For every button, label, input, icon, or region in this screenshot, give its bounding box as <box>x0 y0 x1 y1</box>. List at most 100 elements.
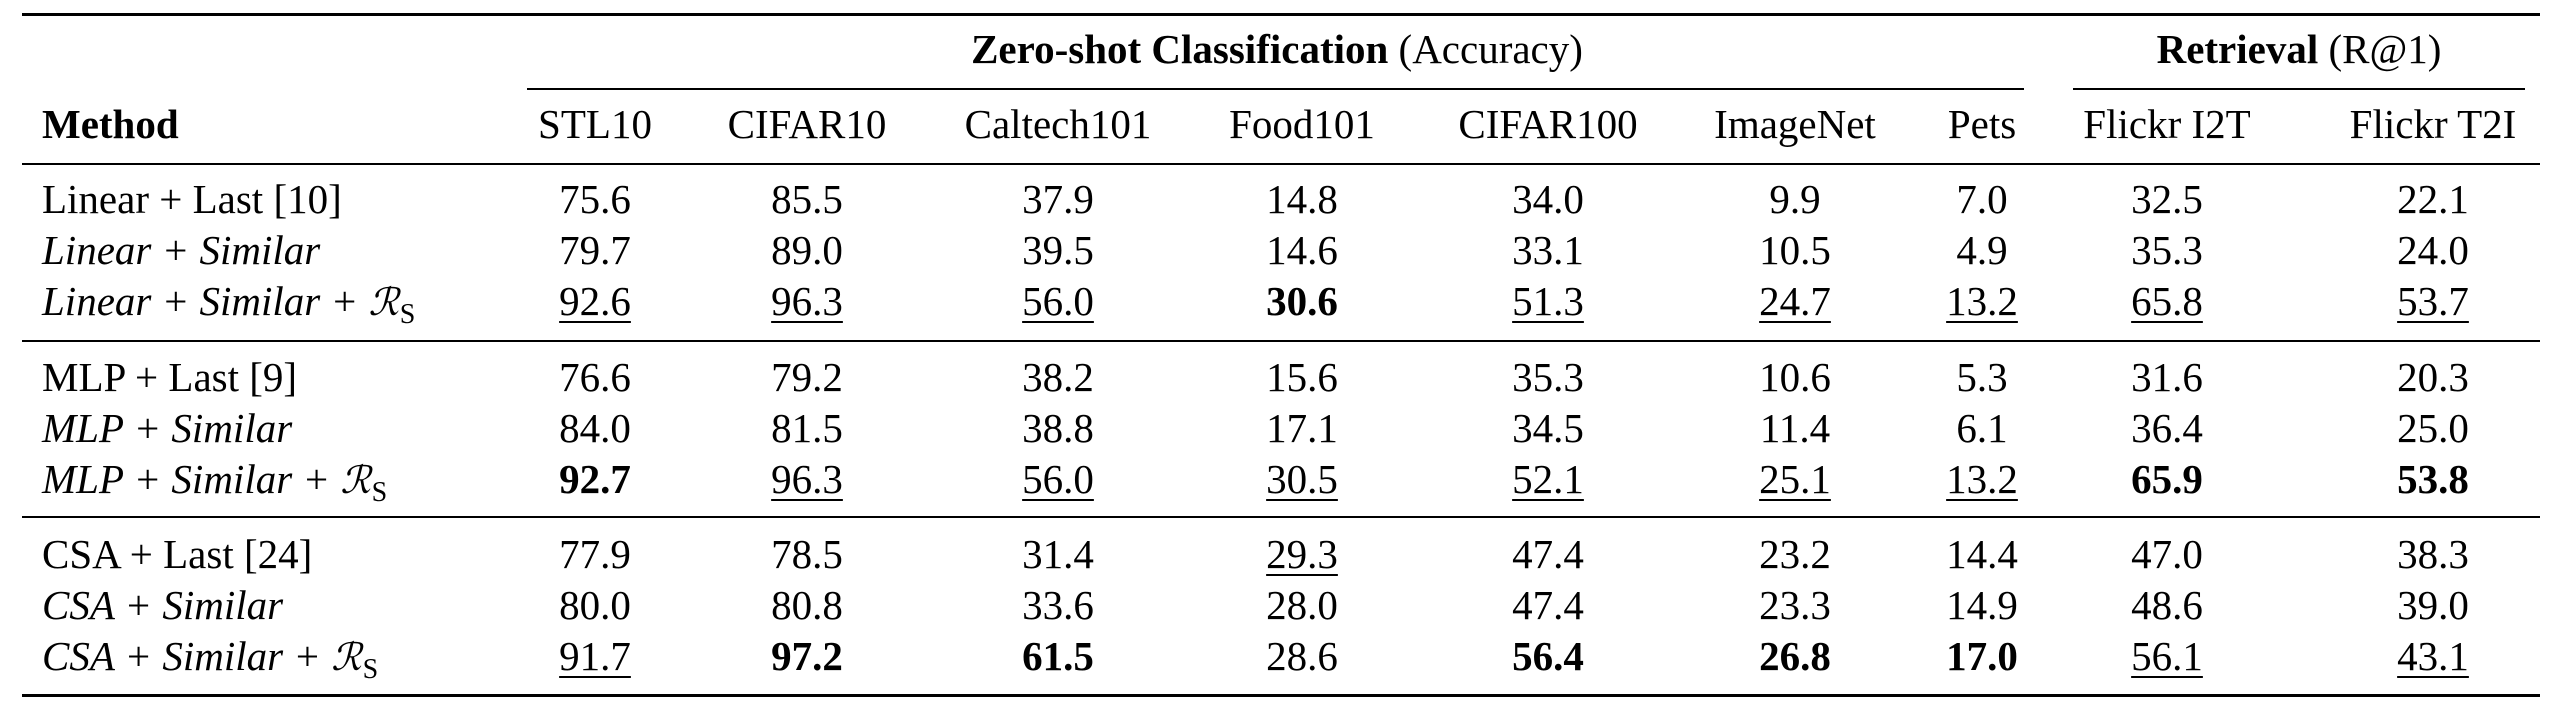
method-cell: CSA + Similar + ℛS <box>42 632 378 685</box>
value-cell: 6.1 <box>1956 405 2008 451</box>
column-header: ImageNet <box>1714 101 1876 147</box>
regularizer-symbol: ℛ <box>340 458 371 502</box>
column-header: CIFAR100 <box>1458 101 1638 147</box>
method-base: Linear <box>42 227 152 273</box>
value-cell: 79.7 <box>559 227 631 273</box>
method-base: Linear <box>42 176 149 222</box>
method-cell: MLP + Similar + ℛS <box>42 455 387 508</box>
zero-shot-group-metric: (Accuracy) <box>1398 26 1583 72</box>
value-cell: 25.0 <box>2397 405 2469 451</box>
value-cell: 53.7 <box>2397 278 2469 324</box>
column-header: Flickr T2I <box>2349 101 2517 147</box>
value-cell: 33.1 <box>1512 227 1584 273</box>
method-base: MLP <box>42 354 125 400</box>
value-cell: 65.8 <box>2131 278 2203 324</box>
method-suffix: + Last [10] <box>148 176 342 222</box>
method-base: MLP <box>42 405 124 451</box>
method-base: CSA <box>42 633 115 679</box>
value-cell: 14.9 <box>1946 582 2018 628</box>
value-cell: 10.6 <box>1759 354 1831 400</box>
method-suffix: + Last [9] <box>124 354 298 400</box>
value-cell: 52.1 <box>1512 456 1584 502</box>
method-cell: CSA + Similar <box>42 581 283 629</box>
bottom-rule <box>22 694 2540 697</box>
value-cell: 30.6 <box>1266 278 1338 324</box>
value-cell: 29.3 <box>1266 531 1338 577</box>
value-cell: 96.3 <box>771 456 843 502</box>
value-cell: 36.4 <box>2131 405 2203 451</box>
column-header: Caltech101 <box>964 101 1152 147</box>
value-cell: 32.5 <box>2131 176 2203 222</box>
value-cell: 23.3 <box>1759 582 1831 628</box>
header-rule <box>22 163 2540 165</box>
regularizer-subscript: S <box>371 477 388 508</box>
column-header: Food101 <box>1229 101 1375 147</box>
value-cell: 56.1 <box>2131 633 2203 679</box>
method-cell: CSA + Last [24] <box>42 530 312 578</box>
value-cell: 47.4 <box>1512 531 1584 577</box>
zero-shot-group-rule <box>527 88 2024 90</box>
method-cell: Linear + Last [10] <box>42 175 342 223</box>
value-cell: 53.8 <box>2397 456 2469 502</box>
value-cell: 56.0 <box>1022 278 1094 324</box>
value-cell: 38.8 <box>1022 405 1094 451</box>
value-cell: 30.5 <box>1266 456 1338 502</box>
value-cell: 96.3 <box>771 278 843 324</box>
method-cell: MLP + Last [9] <box>42 353 297 401</box>
value-cell: 31.4 <box>1022 531 1094 577</box>
top-rule <box>22 13 2540 16</box>
regularizer-subscript: S <box>362 654 379 685</box>
value-cell: 5.3 <box>1956 354 2008 400</box>
value-cell: 25.1 <box>1759 456 1831 502</box>
value-cell: 56.4 <box>1512 633 1584 679</box>
value-cell: 97.2 <box>771 633 843 679</box>
retrieval-group-title: Retrieval <box>2156 26 2319 72</box>
value-cell: 4.9 <box>1956 227 2008 273</box>
retrieval-group-metric: (R@1) <box>2328 26 2442 72</box>
value-cell: 24.0 <box>2397 227 2469 273</box>
value-cell: 14.4 <box>1946 531 2018 577</box>
value-cell: 47.0 <box>2131 531 2203 577</box>
value-cell: 81.5 <box>771 405 843 451</box>
value-cell: 26.8 <box>1759 633 1831 679</box>
method-suffix: + Similar + <box>114 633 332 679</box>
value-cell: 10.5 <box>1759 227 1831 273</box>
value-cell: 24.7 <box>1759 278 1831 324</box>
method-cell: Linear + Similar <box>42 226 320 274</box>
value-cell: 13.2 <box>1946 456 2018 502</box>
value-cell: 91.7 <box>559 633 631 679</box>
value-cell: 65.9 <box>2131 456 2203 502</box>
method-suffix: + Similar + <box>123 456 341 502</box>
value-cell: 23.2 <box>1759 531 1831 577</box>
value-cell: 75.6 <box>559 176 631 222</box>
value-cell: 28.6 <box>1266 633 1338 679</box>
value-cell: 14.6 <box>1266 227 1338 273</box>
value-cell: 14.8 <box>1266 176 1338 222</box>
method-suffix: + Similar <box>123 405 293 451</box>
column-header: Pets <box>1947 101 2017 147</box>
value-cell: 80.8 <box>771 582 843 628</box>
zero-shot-group-header: Zero-shot Classification (Accuracy) <box>971 25 1583 73</box>
value-cell: 11.4 <box>1759 405 1831 451</box>
value-cell: 20.3 <box>2397 354 2469 400</box>
value-cell: 80.0 <box>559 582 631 628</box>
value-cell: 9.9 <box>1769 176 1821 222</box>
value-cell: 7.0 <box>1956 176 2008 222</box>
column-header: STL10 <box>538 101 652 147</box>
method-suffix: + Similar <box>114 582 284 628</box>
value-cell: 84.0 <box>559 405 631 451</box>
value-cell: 39.0 <box>2397 582 2469 628</box>
value-cell: 17.1 <box>1266 405 1338 451</box>
method-column-header: Method <box>42 101 179 147</box>
method-base: CSA <box>42 582 115 628</box>
retrieval-group-header: Retrieval (R@1) <box>2157 25 2442 73</box>
value-cell: 38.3 <box>2397 531 2469 577</box>
value-cell: 61.5 <box>1022 633 1094 679</box>
value-cell: 15.6 <box>1266 354 1338 400</box>
value-cell: 17.0 <box>1946 633 2018 679</box>
retrieval-group-rule <box>2073 88 2525 90</box>
regularizer-symbol: ℛ <box>331 635 362 679</box>
value-cell: 76.6 <box>559 354 631 400</box>
value-cell: 38.2 <box>1022 354 1094 400</box>
value-cell: 48.6 <box>2131 582 2203 628</box>
